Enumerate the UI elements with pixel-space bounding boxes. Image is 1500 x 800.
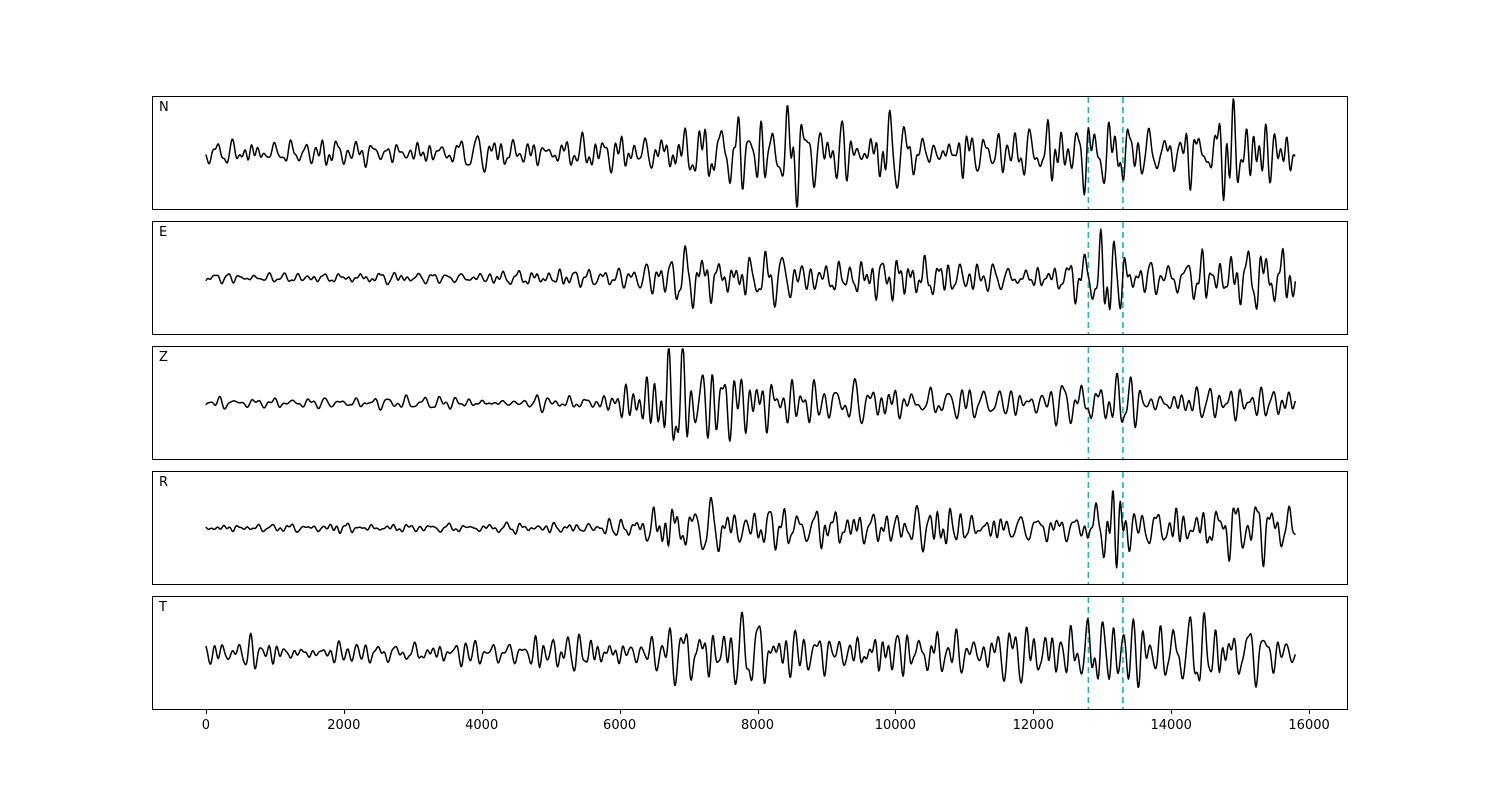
x-tick-label: 10000 bbox=[874, 718, 917, 733]
x-axis: 0 2000 4000 6000 8000 10000 12000 14000 16000 bbox=[152, 710, 1348, 742]
x-tick-mark bbox=[205, 710, 207, 714]
x-tick-label: 2000 bbox=[327, 718, 361, 733]
waveform-trace-R bbox=[205, 490, 1296, 569]
x-tick-label: 8000 bbox=[740, 718, 775, 733]
x-tick-mark bbox=[1309, 710, 1311, 714]
trace-panel-E: E bbox=[152, 221, 1348, 335]
trace-panel-T: T bbox=[152, 596, 1348, 710]
waveform-trace-N bbox=[205, 98, 1296, 208]
x-tick-label: 6000 bbox=[603, 718, 637, 733]
trace-panel-N: N bbox=[152, 96, 1348, 210]
waveform-trace-T bbox=[205, 611, 1297, 689]
x-tick-mark bbox=[757, 710, 759, 714]
waveform-plot-R bbox=[205, 472, 1296, 584]
x-tick-mark bbox=[619, 710, 621, 714]
waveform-plot-E bbox=[205, 222, 1297, 334]
panel-label-Z: Z bbox=[159, 350, 168, 365]
waveform-trace-E bbox=[205, 228, 1297, 311]
x-tick-label: 14000 bbox=[1150, 718, 1192, 733]
x-tick-label: 0 bbox=[201, 718, 211, 733]
trace-panel-R: R bbox=[152, 471, 1348, 585]
waveform-plot-T bbox=[205, 597, 1297, 709]
panel-label-N: N bbox=[159, 100, 169, 115]
panel-label-T: T bbox=[159, 600, 167, 615]
panel-label-E: E bbox=[159, 225, 168, 240]
x-tick-mark bbox=[481, 710, 483, 714]
waveform-plot-N bbox=[205, 97, 1296, 209]
x-tick-label: 12000 bbox=[1012, 718, 1054, 733]
x-tick-mark bbox=[1033, 710, 1035, 714]
x-tick-mark bbox=[895, 710, 897, 714]
x-tick-label: 4000 bbox=[465, 718, 499, 733]
x-tick-label: 16000 bbox=[1288, 718, 1330, 733]
x-tick-mark bbox=[1171, 710, 1173, 714]
waveform-plot-Z bbox=[205, 347, 1297, 459]
trace-panel-Z: Z bbox=[152, 346, 1348, 460]
waveform-trace-Z bbox=[205, 348, 1297, 442]
x-tick-mark bbox=[343, 710, 345, 714]
panel-label-R: R bbox=[159, 475, 169, 490]
